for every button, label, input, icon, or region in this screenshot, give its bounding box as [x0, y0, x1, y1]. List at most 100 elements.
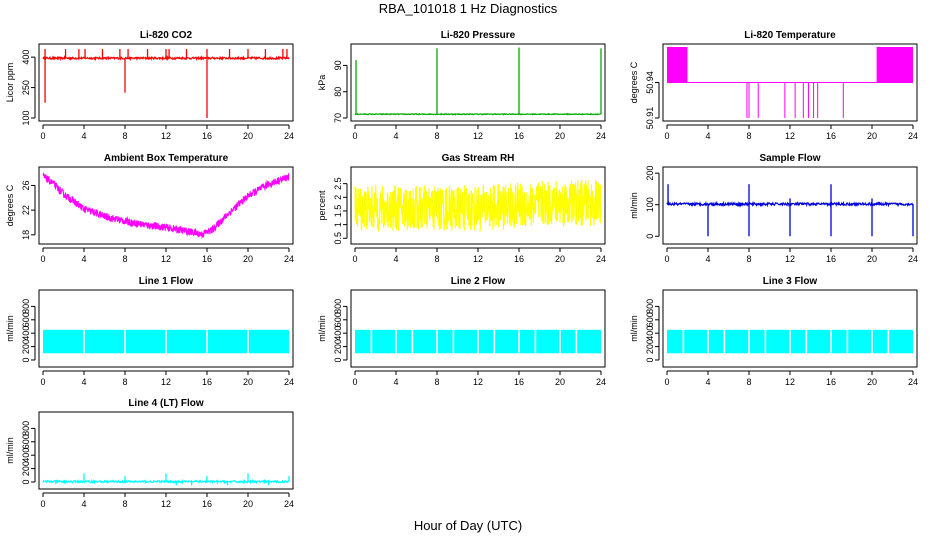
li-820-co2-y-axis-label: Licor ppm: [5, 63, 15, 103]
line-4-lt-flow-series: [42, 473, 290, 486]
line-2-flow-title: Line 2 Flow: [451, 276, 506, 287]
li-820-pressure-x-tick-label: 12: [473, 131, 483, 141]
line-3-flow-gap: [764, 328, 767, 355]
line-1-flow-y-tick-label: 200: [21, 339, 31, 354]
gas-stream-rh-x-tick-label: 24: [596, 254, 606, 264]
li-820-co2-x-tick-label: 24: [284, 131, 294, 141]
line-4-lt-flow-x-tick-label: 16: [202, 499, 212, 509]
li-820-temperature-x-tick-label: 8: [746, 131, 751, 141]
line-2-flow-gap: [411, 328, 414, 355]
ambient-box-temperature-panel: Ambient Box Temperature 0 4 8 12 16 20 24 18 22 26…: [5, 153, 294, 264]
line-2-flow-x-tick-label: 24: [596, 377, 606, 387]
line-2-flow-gap: [518, 328, 520, 355]
line-3-flow-x-tick-label: 20: [867, 377, 877, 387]
ambient-box-temperature-x-axis: 0 4 8 12 16 20 24: [40, 247, 294, 264]
li-820-temperature-series: [667, 47, 913, 118]
sample-flow-x-tick-label: 24: [908, 254, 918, 264]
gas-stream-rh-y-tick-label: 0.5: [333, 232, 343, 245]
gas-stream-rh-title: Gas Stream RH: [442, 153, 515, 164]
gas-stream-rh-y-tick-label: 1.5: [333, 205, 343, 218]
li-820-temperature-x-tick-label: 24: [908, 131, 918, 141]
line-1-flow-series: [43, 328, 289, 355]
li-820-temperature-x-axis: 0 4 8 12 16 20 24: [664, 124, 918, 141]
sample-flow-y-tick-label: 100: [645, 197, 655, 212]
line-4-lt-flow-x-tick-label: 8: [122, 499, 127, 509]
line-2-flow-gap: [493, 328, 496, 355]
line-2-flow-y-tick-label: 800: [333, 299, 343, 314]
li-820-co2-x-tick-label: 0: [40, 131, 45, 141]
li-820-temperature-y-axis-label: degrees C: [629, 61, 639, 103]
li-820-pressure-x-tick-label: 20: [555, 131, 565, 141]
page-title: RBA_101018 1 Hz Diagnostics: [378, 1, 558, 16]
ambient-box-temperature-y-axis-label: degrees C: [5, 184, 15, 226]
gas-stream-rh-series: [354, 179, 602, 233]
li-820-co2-x-tick-label: 16: [202, 131, 212, 141]
sample-flow-series: [666, 184, 914, 237]
line-1-flow-gap: [206, 328, 208, 355]
line-2-flow-gap: [575, 328, 578, 355]
line-2-flow-y-tick-label: 0: [333, 357, 343, 362]
line-1-flow-x-axis: 0 4 8 12 16 20 24: [40, 370, 294, 387]
gas-stream-rh-panel: Gas Stream RH 0 4 8 12 16 20 24 0.5 1 1.5 2 2.5 perce…: [317, 153, 606, 264]
line-1-flow-x-tick-label: 4: [81, 377, 86, 387]
ambient-box-temperature-title: Ambient Box Temperature: [104, 153, 229, 164]
line-1-flow-gap: [124, 328, 126, 355]
sample-flow-y-axis: 0 100 200 ml/min: [629, 166, 660, 239]
ambient-box-temperature-x-tick-label: 8: [122, 254, 127, 264]
li-820-pressure-y-tick-label: 80: [333, 87, 343, 97]
line-3-flow-x-tick-label: 8: [746, 377, 751, 387]
li-820-co2-y-axis: 100 250 400 Licor ppm: [5, 50, 36, 126]
line-2-flow-gap: [559, 328, 561, 355]
gas-stream-rh-frame: [350, 166, 606, 245]
sample-flow-title: Sample Flow: [759, 153, 820, 164]
ambient-box-temperature-y-tick-label: 18: [21, 230, 31, 240]
li-820-co2-x-tick-label: 4: [81, 131, 86, 141]
line-2-flow-x-tick-label: 8: [434, 377, 439, 387]
li-820-pressure-y-axis-label: kPa: [317, 75, 327, 91]
li-820-pressure-x-tick-label: 16: [514, 131, 524, 141]
li-820-pressure-series: [354, 47, 602, 116]
gas-stream-rh-x-tick-label: 8: [434, 254, 439, 264]
sample-flow-x-tick-label: 4: [705, 254, 710, 264]
line-2-flow-gap: [452, 328, 455, 355]
line-2-flow-gap: [477, 328, 479, 355]
sample-flow-x-tick-label: 16: [826, 254, 836, 264]
li-820-temperature-noise-block: [877, 47, 913, 83]
line-3-flow-gap: [748, 328, 750, 355]
ambient-box-temperature-x-tick-label: 16: [202, 254, 212, 264]
li-820-temperature-y-tick-label: 50.94: [645, 71, 655, 94]
line-2-flow-y-tick-label: 600: [333, 312, 343, 327]
ambient-box-temperature-x-tick-label: 12: [161, 254, 171, 264]
line-3-flow-y-tick-label: 400: [645, 326, 655, 341]
li-820-co2-x-tick-label: 12: [161, 131, 171, 141]
sample-flow-frame: [662, 166, 918, 245]
sample-flow-y-tick-label: 0: [645, 234, 655, 239]
line-3-flow-title: Line 3 Flow: [763, 276, 818, 287]
ambient-box-temperature-x-tick-label: 0: [40, 254, 45, 264]
line-3-flow-x-tick-label: 12: [785, 377, 795, 387]
li-820-co2-y-tick-label: 400: [21, 50, 31, 65]
line-3-flow-gap: [789, 328, 791, 355]
sample-flow-x-tick-label: 20: [867, 254, 877, 264]
ambient-box-temperature-y-axis: 18 22 26 degrees C: [5, 180, 36, 240]
li-820-co2-title: Li-820 CO2: [140, 30, 193, 41]
sample-flow-x-tick-label: 8: [746, 254, 751, 264]
line-3-flow-gap: [871, 328, 873, 355]
li-820-temperature-x-tick-label: 16: [826, 131, 836, 141]
line-2-flow-x-tick-label: 12: [473, 377, 483, 387]
line-4-lt-flow-y-tick-label: 0: [21, 479, 31, 484]
line-3-flow-gap: [887, 328, 890, 355]
x-axis-title: Hour of Day (UTC): [413, 518, 523, 533]
gas-stream-rh-y-tick-label: 2: [333, 195, 343, 200]
li-820-pressure-y-tick-label: 90: [333, 60, 343, 70]
gas-stream-rh-y-tick-label: 1: [333, 222, 343, 227]
line-4-lt-flow-y-tick-label: 600: [21, 434, 31, 449]
line-2-flow-gap: [436, 328, 438, 355]
ambient-box-temperature-y-tick-label: 26: [21, 180, 31, 190]
line-4-lt-flow-x-tick-label: 0: [40, 499, 45, 509]
li-820-pressure-y-axis: 70 80 90 kPa: [317, 60, 348, 123]
line-1-flow-x-tick-label: 20: [243, 377, 253, 387]
